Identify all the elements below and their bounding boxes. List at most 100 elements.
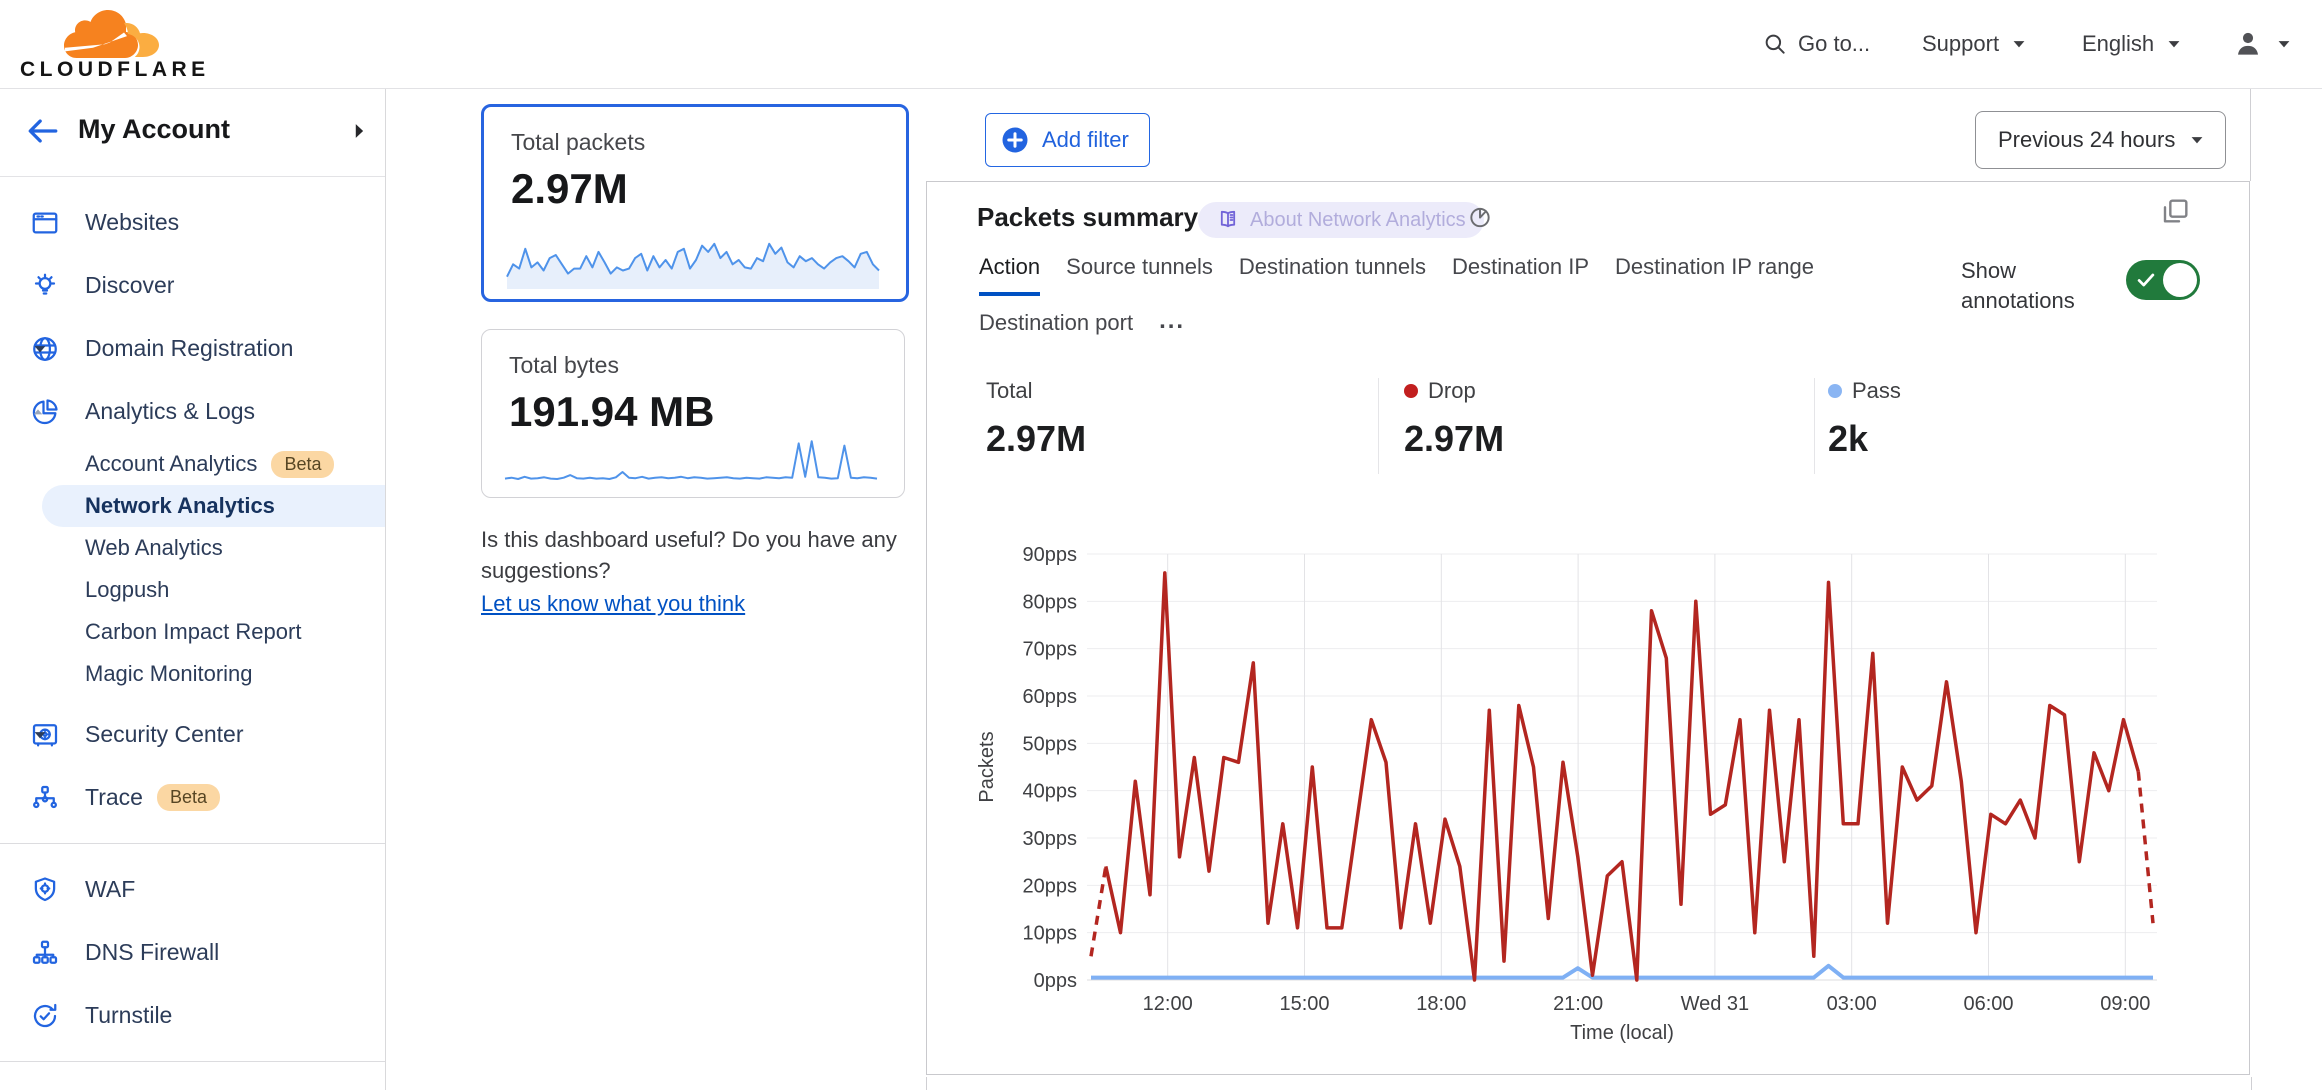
expand-panel-icon[interactable] — [2159, 196, 2191, 228]
stat-pass-label: Pass — [1852, 378, 1901, 403]
feedback-block: Is this dashboard useful? Do you have an… — [481, 524, 931, 619]
search-icon — [1762, 31, 1788, 57]
svg-text:03:00: 03:00 — [1827, 993, 1877, 1015]
sidebar-item-partial[interactable] — [0, 1076, 385, 1090]
sidebar-item-magic-monitoring[interactable]: Magic Monitoring — [0, 653, 385, 695]
lightbulb-icon — [30, 271, 60, 301]
sidebar-items: Websites Discover Domain Registration Analy… — [0, 177, 385, 1090]
feedback-link[interactable]: Let us know what you think — [481, 591, 746, 616]
sidebar-item-domain-registration[interactable]: Domain Registration — [0, 317, 385, 380]
brand-wordmark: CLOUDFLARE — [20, 58, 210, 81]
beta-badge: Beta — [271, 450, 335, 478]
add-filter-button[interactable]: Add filter — [985, 113, 1150, 167]
dns-tree-icon — [30, 938, 60, 968]
sidebar-header: My Account — [0, 88, 385, 177]
sidebar-item-network-analytics[interactable]: Network Analytics — [42, 485, 385, 527]
user-icon — [2232, 28, 2264, 60]
tab-source-tunnels[interactable]: Source tunnels — [1066, 254, 1213, 279]
sidebar-item-logpush[interactable]: Logpush — [0, 569, 385, 611]
svg-text:50pps: 50pps — [1023, 733, 1078, 755]
total-packets-value: 2.97M — [511, 165, 628, 212]
show-annotations-toggle[interactable] — [2126, 260, 2200, 300]
total-packets-card[interactable]: Total packets 2.97M — [481, 104, 909, 302]
check-icon — [2135, 269, 2157, 291]
sidebar-item-trace[interactable]: Trace Beta — [0, 766, 385, 829]
toggle-knob — [2163, 263, 2197, 297]
go-to-search[interactable]: Go to... — [1762, 0, 1870, 88]
sidebar-item-label: Turnstile — [85, 1002, 173, 1028]
tab-destination-ip-range[interactable]: Destination IP range — [1615, 254, 1814, 279]
dimension-tabs-row2: Destination port... — [979, 307, 1186, 348]
time-range-dropdown[interactable]: Previous 24 hours — [1975, 111, 2227, 169]
svg-text:70pps: 70pps — [1023, 639, 1078, 661]
svg-text:0pps: 0pps — [1034, 970, 1077, 992]
svg-text:10pps: 10pps — [1023, 923, 1078, 945]
total-packets-title: Total packets — [511, 129, 646, 155]
sidebar-item-waf[interactable]: WAF — [0, 858, 385, 921]
stat-total-value: 2.97M — [986, 418, 1087, 459]
sidebar-item-turnstile[interactable]: Turnstile — [0, 984, 385, 1047]
sidebar-item-label: Analytics & Logs — [85, 398, 256, 424]
next-panel-sliver — [926, 1077, 2252, 1090]
stat-total: Total 2.97M — [986, 378, 1086, 460]
sidebar-item-security-center[interactable]: Security Center — [0, 703, 385, 766]
account-title[interactable]: My Account — [78, 114, 231, 144]
tab-destination-port[interactable]: Destination port — [979, 310, 1134, 335]
chevron-down-icon — [2274, 34, 2294, 54]
tab-action[interactable]: Action — [979, 254, 1041, 296]
about-network-analytics-badge[interactable]: About Network Analytics — [1198, 202, 1484, 238]
support-menu[interactable]: Support — [1922, 0, 2029, 88]
top-nav: CLOUDFLARE Go to... Support English — [0, 0, 2322, 89]
svg-text:Packets: Packets — [976, 731, 998, 802]
sidebar-item-web-analytics[interactable]: Web Analytics — [0, 527, 385, 569]
tab-destination-tunnels[interactable]: Destination tunnels — [1238, 254, 1427, 279]
sidebar-item-analytics-logs[interactable]: Analytics & Logs — [0, 380, 385, 443]
plus-circle-icon — [1000, 125, 1030, 155]
stat-divider — [1814, 378, 1815, 474]
content-right-divider — [2250, 88, 2251, 181]
sidebar-item-label: Websites — [85, 209, 180, 235]
about-badge-label: About Network Analytics — [1250, 208, 1466, 231]
language-menu[interactable]: English — [2082, 0, 2184, 88]
total-bytes-card[interactable]: Total bytes 191.94 MB — [481, 329, 905, 498]
trace-tree-icon — [30, 783, 60, 813]
drop-legend-dot — [1404, 384, 1418, 398]
total-bytes-sparkline — [504, 440, 878, 480]
chevron-right-icon[interactable] — [348, 120, 370, 142]
sidebar-item-dns-firewall[interactable]: DNS Firewall — [0, 921, 385, 984]
chevron-down-icon — [30, 725, 50, 745]
stat-total-label: Total — [986, 378, 1033, 403]
more-tabs-button[interactable]: ... — [1159, 307, 1186, 334]
tab-destination-ip[interactable]: Destination IP — [1452, 254, 1590, 279]
panel-title: Packets summary — [977, 202, 1199, 232]
chevron-down-icon — [30, 339, 50, 359]
sidebar-item-label: DNS Firewall — [85, 939, 220, 965]
svg-text:Wed 31: Wed 31 — [1681, 993, 1750, 1015]
sidebar-divider — [0, 1061, 385, 1062]
svg-text:18:00: 18:00 — [1416, 993, 1466, 1015]
cloudflare-logo[interactable]: CLOUDFLARE — [20, 4, 205, 84]
stat-pass: Pass 2k — [1828, 378, 1901, 460]
stat-divider — [1378, 378, 1379, 474]
rotate-check-icon — [30, 1001, 60, 1031]
back-arrow-icon[interactable] — [26, 114, 60, 148]
sidebar-item-label: Network Analytics — [85, 493, 275, 518]
sidebar: My Account Websites Discover Domain Regist… — [0, 88, 386, 1090]
pass-legend-dot — [1828, 384, 1842, 398]
book-icon — [1216, 208, 1240, 232]
sidebar-item-carbon-impact-report[interactable]: Carbon Impact Report — [0, 611, 385, 653]
sidebar-item-websites[interactable]: Websites — [0, 191, 385, 254]
sidebar-item-label: Domain Registration — [85, 335, 294, 361]
total-packets-sparkline — [506, 242, 880, 289]
support-label: Support — [1922, 31, 2000, 56]
sidebar-item-label: Security Center — [85, 721, 244, 747]
chevron-down-icon — [2164, 34, 2184, 54]
account-menu[interactable] — [2232, 0, 2294, 88]
stat-pass-value: 2k — [1828, 418, 1869, 459]
stat-drop-label: Drop — [1428, 378, 1476, 403]
svg-text:15:00: 15:00 — [1279, 993, 1329, 1015]
sidebar-item-discover[interactable]: Discover — [0, 254, 385, 317]
sidebar-spacer — [0, 695, 385, 703]
sidebar-item-label: WAF — [85, 876, 136, 902]
sidebar-item-account-analytics[interactable]: Account Analytics Beta — [0, 443, 385, 485]
